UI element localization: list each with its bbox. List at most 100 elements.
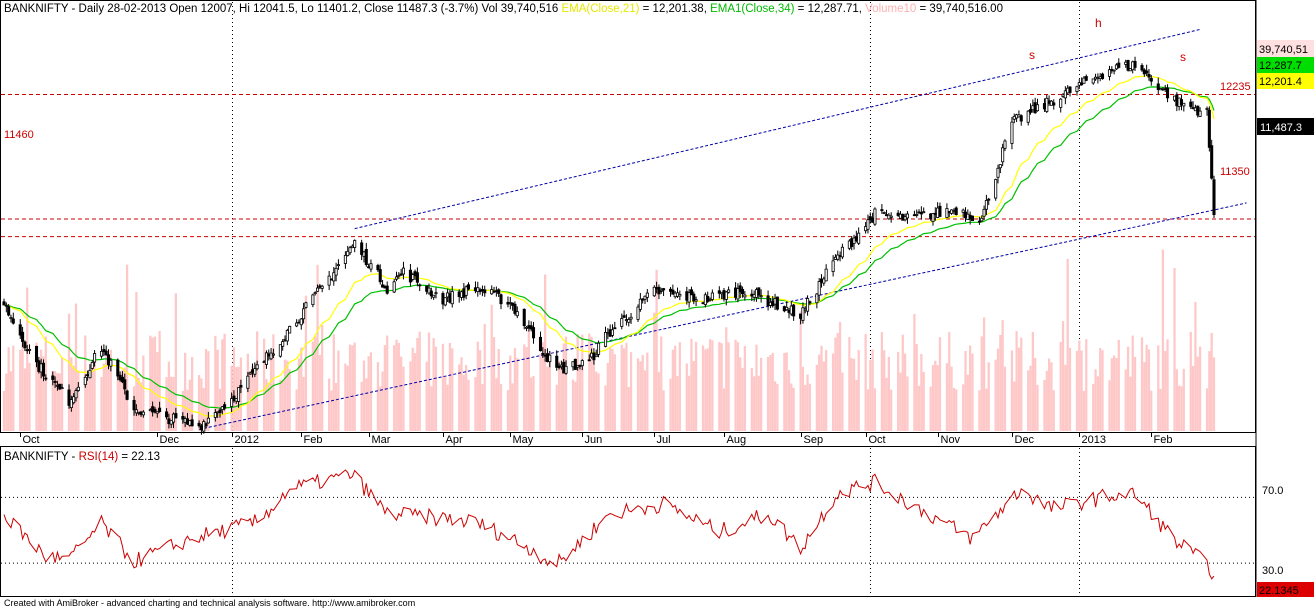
volume-bar <box>750 367 753 431</box>
volume-bar <box>734 339 737 431</box>
candle-body <box>197 422 201 427</box>
candle-body <box>246 375 250 389</box>
volume-bar <box>1092 383 1095 431</box>
volume-bar <box>588 333 591 431</box>
volume-bar <box>964 351 967 431</box>
volume-bar <box>571 379 575 431</box>
candle-body <box>573 358 577 370</box>
candle-body <box>104 350 108 356</box>
volume-bar <box>831 353 835 431</box>
volume-bar <box>1010 350 1014 431</box>
volume-bar <box>725 327 728 431</box>
volume-bar <box>1147 349 1151 431</box>
x-tick-label: Dec <box>160 434 180 446</box>
candle-body <box>882 212 886 214</box>
price-pane[interactable] <box>0 0 1256 433</box>
x-tick-label: Apr <box>446 434 463 446</box>
rsi-30-tick: 30.0 <box>1262 565 1283 577</box>
candle-body <box>376 265 380 271</box>
volume-bar <box>880 332 884 431</box>
ema34-line <box>3 86 1215 409</box>
volume-bar <box>1064 364 1067 431</box>
volume-bar <box>262 338 266 431</box>
candle-body <box>938 205 942 217</box>
candle-body <box>281 341 285 347</box>
volume-bar <box>269 357 273 431</box>
volume-bar <box>771 352 774 431</box>
candle-body <box>332 272 336 282</box>
volume-bar <box>613 354 616 431</box>
candle-body <box>1091 78 1095 84</box>
candle-body <box>587 359 591 362</box>
volume-bar <box>1140 337 1144 431</box>
volume-bar <box>156 352 159 431</box>
volume-bar <box>137 377 140 431</box>
volume-bar <box>302 376 305 431</box>
x-tick-label: Feb <box>1154 434 1173 446</box>
volume-bar <box>785 352 788 431</box>
volume-bar <box>21 341 24 431</box>
volume-bar <box>1131 335 1134 431</box>
volume-bar <box>1034 357 1037 431</box>
volume-bar <box>694 341 698 431</box>
volume-bar <box>516 358 519 431</box>
volume-bar <box>1150 390 1153 431</box>
ema21-tag-text: 12,201.4 <box>1259 76 1302 88</box>
volume-bar <box>801 366 805 431</box>
volume-bar <box>1052 390 1055 431</box>
price-candles <box>2 56 1216 435</box>
volume-bar <box>1212 357 1216 431</box>
candle-body <box>450 291 454 305</box>
volume-bar <box>548 351 551 431</box>
candle-body <box>83 376 87 386</box>
volume-bar <box>1133 356 1137 431</box>
volume-bar <box>2 390 6 431</box>
candle-body <box>643 295 647 300</box>
volume-bar <box>948 332 951 431</box>
volume-bar <box>1175 369 1178 431</box>
volume-bar <box>509 355 512 431</box>
volume-bar <box>330 390 333 431</box>
volume-bar <box>362 360 366 431</box>
candle-body <box>801 307 805 321</box>
volume-bar <box>646 352 649 431</box>
volume-bar <box>444 376 447 431</box>
volume-bar <box>753 376 756 431</box>
candle-body <box>1063 90 1067 99</box>
volume-bar <box>151 337 154 431</box>
candle-body <box>299 318 303 326</box>
candle-body <box>497 289 501 294</box>
rsi-pane[interactable] <box>0 446 1256 597</box>
candle-body <box>1068 86 1072 93</box>
candle-body <box>378 269 382 283</box>
volume-bar <box>511 383 514 431</box>
volume-bar <box>1113 355 1116 431</box>
candle-body <box>213 412 217 418</box>
volume-bar <box>757 375 760 431</box>
volume-bar <box>755 344 758 431</box>
candle-body <box>334 267 338 276</box>
volume-bar <box>1117 339 1120 431</box>
candle-body <box>1075 86 1079 92</box>
volume-bar <box>609 347 612 431</box>
volume-bar <box>920 354 923 431</box>
candle-body <box>1196 105 1200 116</box>
volume-bar <box>1166 339 1169 431</box>
volume-bar <box>985 388 988 431</box>
volume-bar <box>318 354 321 431</box>
candle-body <box>72 396 76 404</box>
volume-bar <box>476 341 479 431</box>
volume-bar <box>74 303 78 431</box>
volume-bar <box>395 339 398 431</box>
volume-bar <box>109 349 112 431</box>
volume-bar <box>769 354 772 431</box>
volume-bar <box>711 340 714 431</box>
volume-bar <box>787 370 791 431</box>
volume-bar <box>332 334 335 431</box>
candle-body <box>880 209 884 212</box>
volume-bar <box>620 344 623 431</box>
volume-bar <box>425 361 428 431</box>
candle-body <box>1084 76 1088 81</box>
rsi-tag <box>1257 582 1314 597</box>
